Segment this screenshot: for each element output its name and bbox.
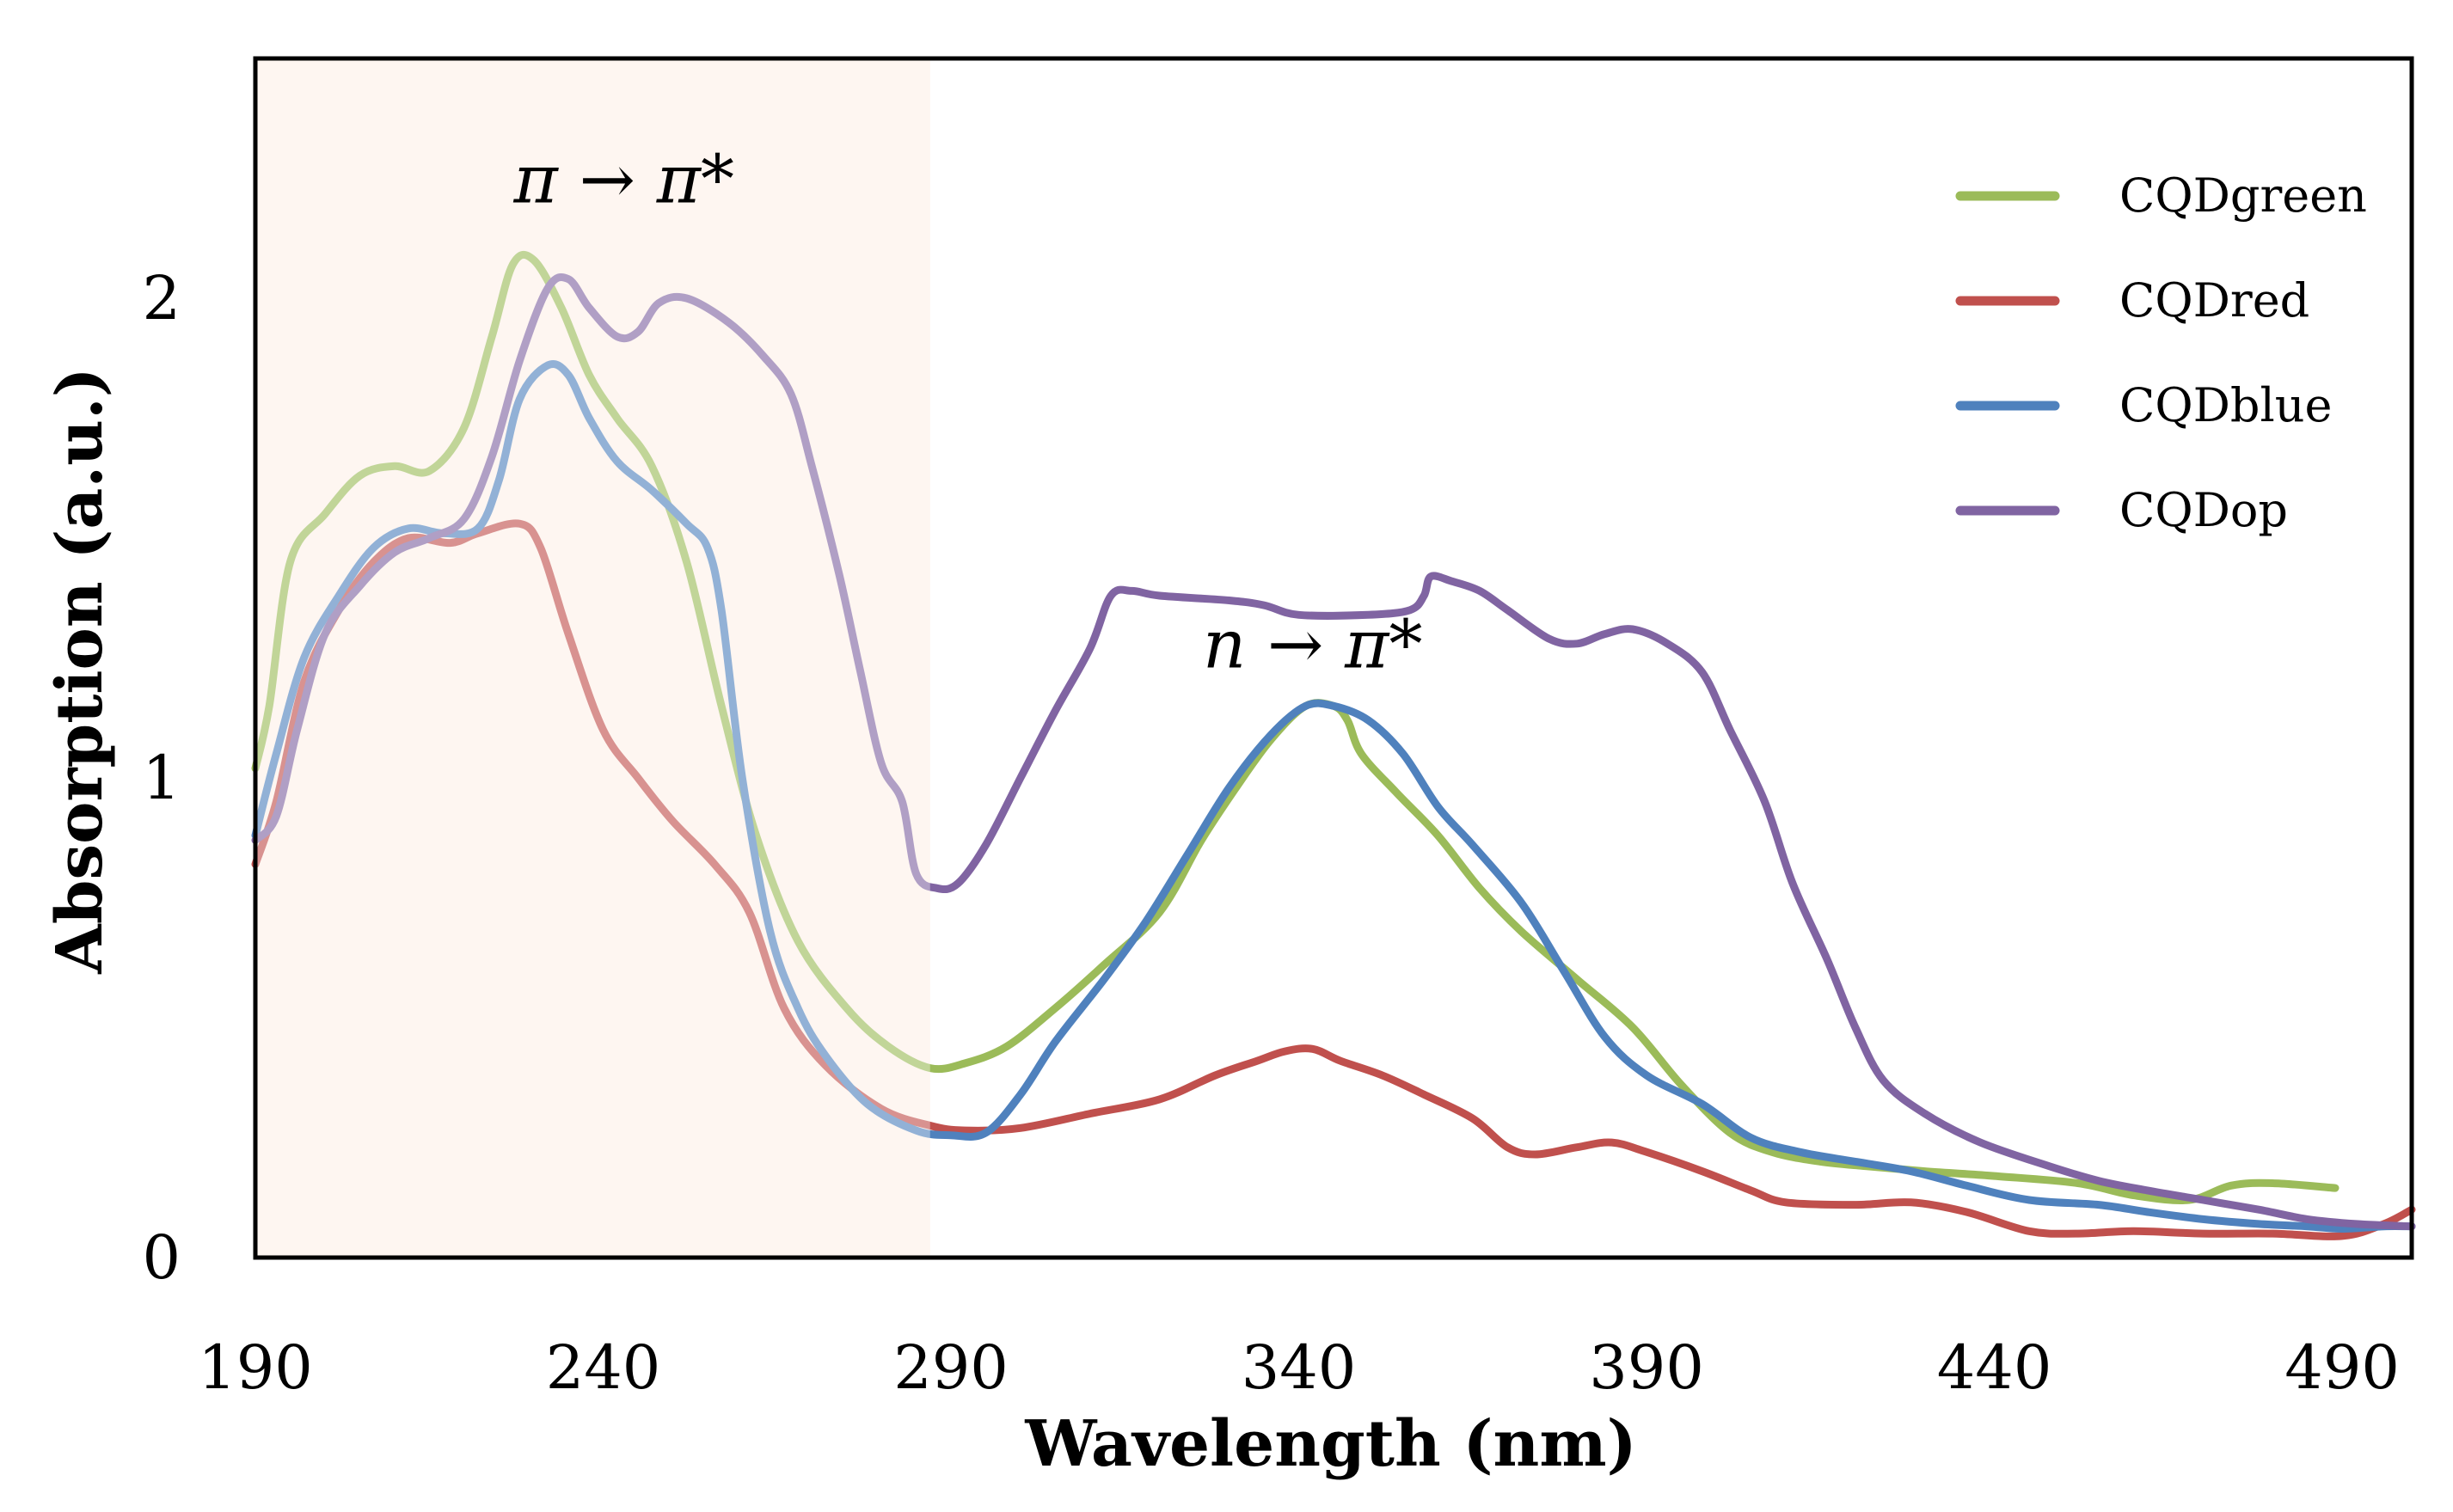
x-axis-title: Wavelength (nm) bbox=[1024, 1407, 1636, 1481]
legend-label-cqdblue: CQDblue bbox=[2119, 378, 2332, 432]
x-tick-label: 290 bbox=[893, 1332, 1009, 1403]
plot-frame bbox=[253, 56, 2414, 1260]
series-layer bbox=[251, 58, 2416, 1258]
y-axis-title: Absorption (a.u.) bbox=[43, 367, 117, 974]
transition-annotation: n → π* bbox=[1203, 607, 1422, 684]
y-tick-label: 2 bbox=[142, 263, 181, 334]
legend-label-cqdgreen: CQDgreen bbox=[2119, 168, 2367, 223]
series-line-cqdred bbox=[251, 519, 2416, 1240]
legend-label-cqdred: CQDred bbox=[2119, 273, 2309, 327]
series-line-cqdgreen bbox=[251, 250, 2340, 1204]
x-tick-label: 440 bbox=[1937, 1332, 2052, 1403]
y-tick-label: 0 bbox=[142, 1222, 181, 1293]
x-tick-label: 190 bbox=[198, 1332, 313, 1403]
y-tick-label: 1 bbox=[142, 743, 181, 813]
series-line-cqdblue bbox=[251, 359, 2416, 1233]
tick-labels: 190 240 290 340 390 440 490 0 1 2 bbox=[142, 263, 2399, 1403]
x-tick-label: 490 bbox=[2284, 1332, 2400, 1403]
annotations: π → π* n → π* bbox=[513, 141, 1423, 683]
legend-label-cqdop: CQDop bbox=[2119, 483, 2288, 537]
axes-layer bbox=[253, 56, 2414, 1260]
transition-annotation: π → π* bbox=[513, 141, 734, 218]
legend: CQDgreen CQDred CQDblue CQDop bbox=[1955, 168, 2367, 537]
x-tick-label: 340 bbox=[1242, 1332, 1357, 1403]
series-line-cqdop bbox=[251, 272, 2416, 1231]
x-tick-label: 390 bbox=[1589, 1332, 1704, 1403]
x-tick-label: 240 bbox=[546, 1332, 661, 1403]
shaded-region-overlay bbox=[255, 58, 930, 1258]
